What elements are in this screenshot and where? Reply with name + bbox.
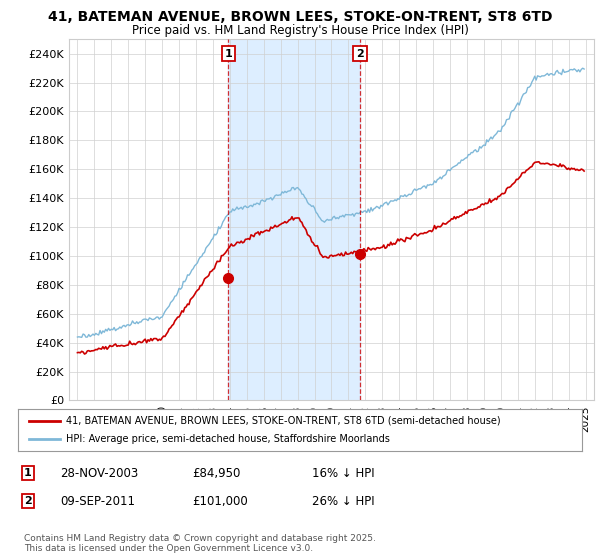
Text: £101,000: £101,000: [192, 494, 248, 508]
Text: HPI: Average price, semi-detached house, Staffordshire Moorlands: HPI: Average price, semi-detached house,…: [66, 434, 390, 444]
Bar: [229, 39, 360, 400]
Text: 2: 2: [356, 49, 364, 59]
Text: 2: 2: [24, 496, 32, 506]
Text: 41, BATEMAN AVENUE, BROWN LEES, STOKE-ON-TRENT, ST8 6TD (semi-detached house): 41, BATEMAN AVENUE, BROWN LEES, STOKE-ON…: [66, 416, 500, 426]
Text: 28-NOV-2003: 28-NOV-2003: [60, 466, 138, 480]
Text: 41, BATEMAN AVENUE, BROWN LEES, STOKE-ON-TRENT, ST8 6TD: 41, BATEMAN AVENUE, BROWN LEES, STOKE-ON…: [48, 10, 552, 24]
Text: 26% ↓ HPI: 26% ↓ HPI: [312, 494, 374, 508]
Text: 1: 1: [224, 49, 232, 59]
Text: 09-SEP-2011: 09-SEP-2011: [60, 494, 135, 508]
Text: £84,950: £84,950: [192, 466, 241, 480]
Text: 1: 1: [24, 468, 32, 478]
Text: Contains HM Land Registry data © Crown copyright and database right 2025.
This d: Contains HM Land Registry data © Crown c…: [24, 534, 376, 553]
Text: Price paid vs. HM Land Registry's House Price Index (HPI): Price paid vs. HM Land Registry's House …: [131, 24, 469, 36]
Text: 16% ↓ HPI: 16% ↓ HPI: [312, 466, 374, 480]
